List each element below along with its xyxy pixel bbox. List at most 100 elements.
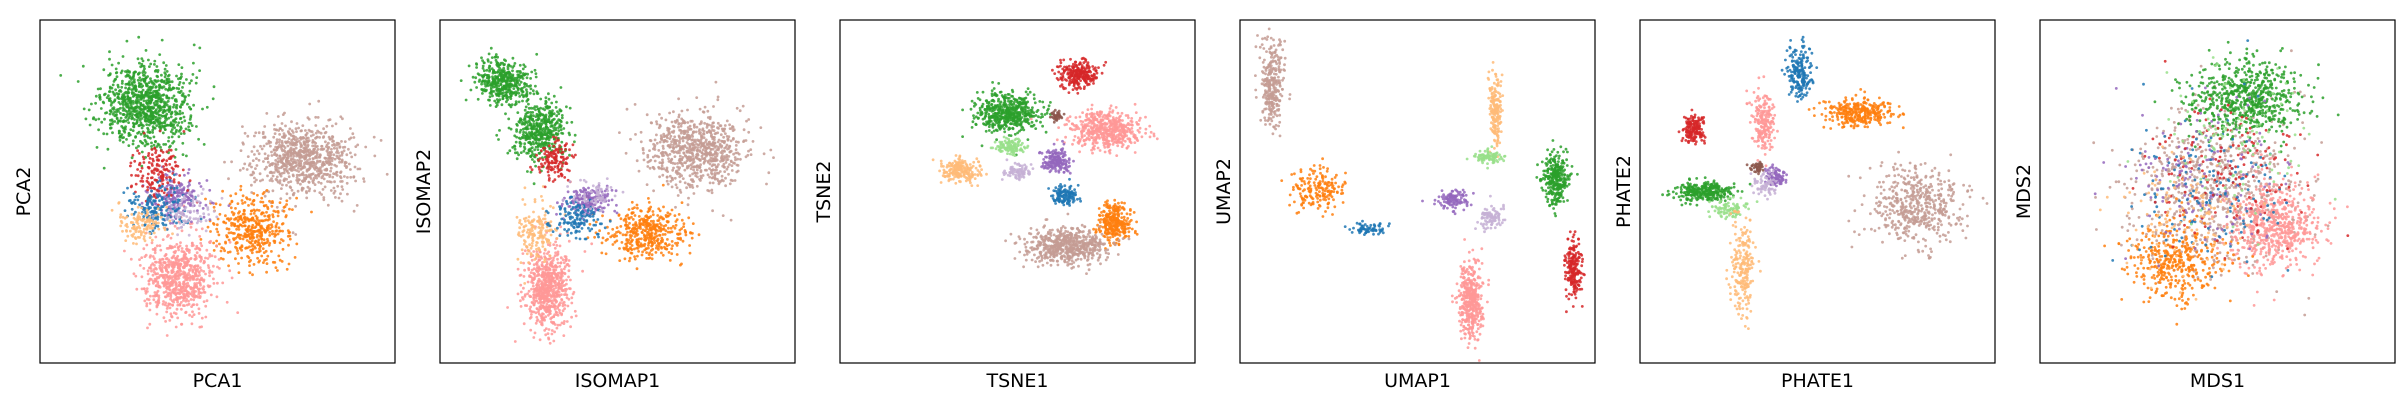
scatter-point [167, 73, 171, 77]
scatter-point [121, 93, 125, 96]
scatter-point [486, 81, 490, 84]
scatter-point [142, 99, 146, 103]
scatter-point [199, 256, 203, 259]
scatter-point [166, 181, 170, 185]
scatter-point [155, 312, 159, 316]
scatter-point [364, 145, 368, 149]
scatter-point [308, 157, 312, 161]
scatter-point [170, 281, 173, 285]
scatter-point [146, 136, 150, 139]
scatter-point [131, 226, 134, 230]
scatter-point [117, 101, 121, 104]
scatter-point [150, 171, 154, 174]
scatter-point [325, 124, 329, 128]
scatter-point [292, 174, 295, 178]
scatter-point [145, 82, 149, 86]
scatter-point [146, 109, 150, 113]
scatter-point [497, 138, 500, 141]
scatter-point [212, 282, 216, 285]
scatter-point [198, 69, 202, 72]
scatter-point [271, 174, 275, 178]
scatter-point [372, 135, 376, 139]
scatter-point [299, 168, 303, 171]
scatter-point [496, 100, 500, 104]
scatter-point [194, 264, 198, 268]
scatter-point [141, 174, 145, 178]
scatter-point [160, 73, 163, 77]
scatter-point [653, 159, 657, 163]
scatter-point [683, 181, 687, 185]
scatter-point [120, 133, 124, 137]
scatter-point [539, 122, 542, 125]
scatter-point [187, 302, 191, 306]
scatter-point [166, 280, 169, 284]
scatter-point [155, 118, 159, 122]
scatter-point [287, 181, 290, 184]
scatter-point [165, 268, 169, 272]
scatter-point [297, 139, 301, 143]
scatter-point [320, 144, 324, 148]
scatter-point [183, 304, 186, 307]
scatter-point [168, 306, 172, 310]
scatter-point [535, 121, 539, 125]
scatter-point [172, 154, 175, 158]
scatter-point [190, 264, 194, 268]
scatter-point [156, 75, 160, 79]
scatter-point [660, 164, 664, 168]
scatter-point [658, 113, 661, 116]
scatter-point [125, 222, 129, 226]
scatter-point [180, 121, 184, 124]
scatter-point [134, 210, 137, 214]
scatter-point [140, 126, 144, 130]
scatter-point [145, 123, 149, 126]
scatter-point [165, 334, 169, 337]
scatter-point [140, 141, 144, 145]
scatter-point [550, 101, 554, 105]
scatter-point [305, 190, 308, 193]
scatter-point [155, 80, 158, 84]
scatter-point [150, 98, 154, 102]
scatter-point [255, 208, 259, 212]
scatter-point [536, 118, 540, 121]
scatter-point [529, 87, 533, 91]
scatter-point [184, 127, 188, 131]
scatter-point [168, 163, 172, 166]
scatter-point [173, 224, 177, 228]
scatter-point [132, 272, 136, 276]
scatter-point [331, 143, 334, 147]
scatter-point [172, 186, 176, 190]
scatter-point [122, 191, 126, 195]
scatter-point [273, 123, 276, 127]
scatter-point [183, 295, 187, 299]
scatter-point [171, 132, 175, 135]
scatter-point [150, 141, 153, 145]
scatter-point [507, 95, 511, 99]
scatter-point [686, 203, 690, 207]
scatter-point [160, 100, 164, 104]
scatter-point [281, 128, 284, 132]
scatter-point [545, 125, 548, 129]
scatter-point [309, 129, 312, 133]
scatter-point [175, 186, 179, 190]
scatter-point [688, 174, 692, 178]
scatter-point [336, 184, 340, 188]
scatter-point [146, 269, 150, 273]
scatter-point [116, 121, 120, 125]
scatter-point [198, 181, 201, 185]
scatter-point [254, 246, 257, 250]
scatter-point [176, 200, 180, 204]
scatter-point [335, 171, 338, 174]
scatter-point [301, 165, 305, 169]
scatter-point [134, 228, 138, 232]
scatter-point [178, 191, 181, 195]
scatter-point [270, 150, 273, 154]
scatter-point [148, 236, 152, 240]
scatter-point [162, 168, 166, 171]
scatter-point [332, 186, 336, 190]
scatter-point [131, 92, 134, 95]
scatter-point [176, 300, 180, 304]
scatter-point [530, 70, 534, 74]
scatter-point [196, 274, 200, 278]
scatter-point [155, 162, 159, 166]
scatter-point [295, 130, 298, 134]
